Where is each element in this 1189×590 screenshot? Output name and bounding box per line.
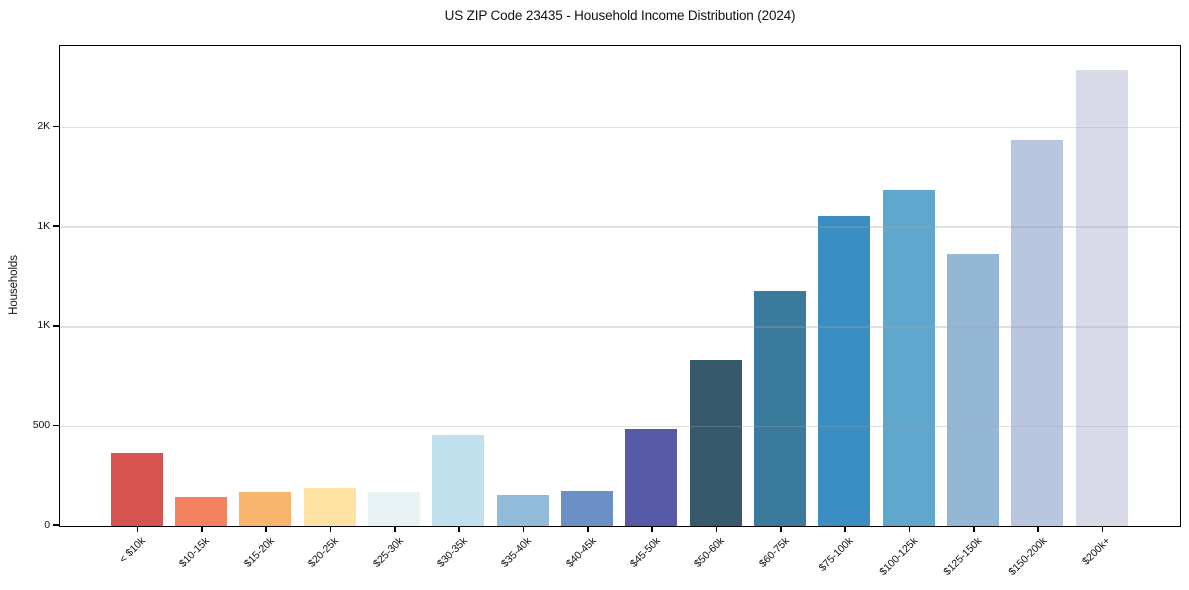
x-tick-label: $30-35k	[434, 535, 470, 570]
bar-$125-150k	[947, 253, 1000, 526]
bar-$75-100k	[818, 216, 871, 526]
x-tick-label-anchor: $50-60k	[0, 535, 727, 570]
x-tick-label-anchor: $30-35k	[0, 535, 470, 570]
x-tick-mark	[908, 527, 911, 532]
y-tick-label: 0	[44, 518, 50, 531]
chart-title: US ZIP Code 23435 - Household Income Dis…	[444, 8, 796, 23]
x-tick-label: $20-25k	[306, 535, 341, 570]
x-tick-label: $40-45k	[563, 535, 599, 570]
bar-$40-45k	[561, 491, 614, 526]
x-tick-mark	[1101, 527, 1104, 532]
bar-$200k+	[1075, 70, 1128, 526]
grid-layer	[60, 46, 1180, 526]
x-tick-mark	[973, 527, 975, 532]
bar-$10-15k	[174, 496, 227, 526]
bar-$35-40k	[496, 494, 549, 526]
y-tick-label: 500	[32, 419, 50, 431]
x-tick-mark	[715, 527, 718, 532]
x-tick-label-anchor: $150-200k	[0, 535, 1049, 578]
bar-$60-75k	[754, 290, 807, 526]
y-tick-mark	[53, 225, 59, 228]
x-tick-label: < $10k	[117, 535, 148, 566]
bar-$45-50k	[625, 429, 678, 526]
x-tick-label-anchor: $200k+	[0, 535, 1113, 568]
x-tick-label-anchor: $25-30k	[0, 535, 405, 570]
x-tick-label-anchor: $35-40k	[0, 535, 534, 570]
x-tick-label: $200k+	[1080, 535, 1114, 568]
bar-$25-30k	[367, 492, 420, 526]
bar-< $10k	[110, 452, 163, 526]
x-tick-mark	[522, 527, 525, 532]
x-tick-label-anchor: < $10k	[0, 535, 148, 566]
x-tick-label: $50-60k	[692, 535, 727, 570]
bar-$20-25k	[303, 487, 356, 526]
y-tick-label: 2K	[37, 120, 50, 132]
y-axis-label: Households	[8, 255, 20, 315]
x-tick-mark	[651, 527, 654, 532]
x-tick-label: $25-30k	[370, 535, 406, 570]
bar-$15-20k	[239, 491, 292, 526]
gridline	[60, 226, 1180, 228]
x-tick-label: $10-15k	[177, 535, 213, 570]
y-tick-label: 1K	[37, 319, 50, 332]
x-tick-mark	[844, 527, 847, 532]
gridline	[60, 325, 1180, 328]
x-tick-label: $15-20k	[241, 535, 277, 570]
x-tick-mark	[458, 527, 460, 532]
bar-$150-200k	[1011, 140, 1064, 526]
x-tick-mark	[1037, 527, 1040, 532]
x-tick-label-anchor: $60-75k	[0, 535, 792, 570]
x-tick-mark	[200, 527, 203, 532]
x-tick-label-anchor: $20-25k	[0, 535, 341, 570]
x-tick-label: $35-40k	[499, 535, 534, 570]
y-tick-mark	[53, 125, 59, 128]
plot-area	[59, 45, 1181, 527]
y-tick-label: 1K	[37, 219, 50, 232]
bar-$100-125k	[882, 190, 935, 526]
x-tick-label: $150-200k	[1005, 535, 1049, 578]
x-tick-label: $45-50k	[627, 535, 663, 570]
x-tick-label-anchor: $45-50k	[0, 535, 663, 570]
bar-$30-35k	[432, 434, 485, 526]
x-tick-label-anchor: $100-125k	[0, 535, 920, 578]
x-tick-mark	[329, 527, 332, 532]
y-tick-mark	[53, 424, 59, 427]
x-tick-mark	[265, 527, 267, 532]
x-tick-label-anchor: $15-20k	[0, 535, 277, 570]
y-tick-mark	[53, 325, 59, 327]
x-tick-label: $100-125k	[877, 535, 921, 578]
bar-$50-60k	[689, 360, 742, 526]
gridline	[60, 425, 1180, 428]
x-tick-mark	[586, 527, 589, 532]
x-tick-label: $60-75k	[756, 535, 792, 570]
x-tick-label-anchor: $125-150k	[0, 535, 984, 578]
x-tick-mark	[393, 527, 396, 532]
x-tick-label: $125-150k	[941, 535, 985, 578]
x-tick-label-anchor: $10-15k	[0, 535, 212, 570]
x-tick-mark	[780, 527, 782, 532]
bar-layer	[60, 46, 1180, 526]
gridline	[60, 126, 1180, 129]
x-tick-label-anchor: $40-45k	[0, 535, 598, 570]
x-tick-label: $75-100k	[816, 535, 856, 574]
y-tick-mark	[53, 524, 59, 527]
x-tick-label-anchor: $75-100k	[0, 535, 856, 574]
x-tick-mark	[136, 527, 139, 532]
